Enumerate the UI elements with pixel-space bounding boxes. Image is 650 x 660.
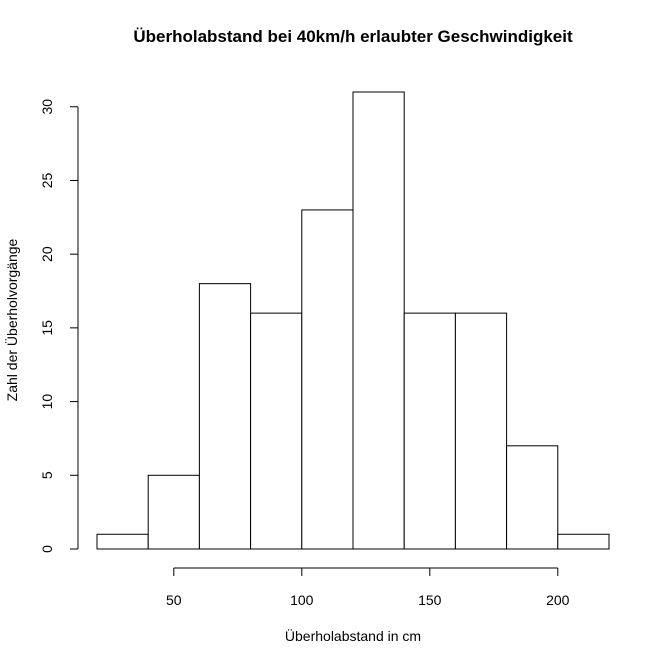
histogram-bar-0 xyxy=(96,533,149,550)
y-axis-label: Zahl der Überholvorgänge xyxy=(3,238,20,401)
histogram-bar-2 xyxy=(198,283,252,550)
x-axis: 50 100 150 200 xyxy=(166,567,570,608)
y-tick-label: 5 xyxy=(39,471,55,479)
histogram-bar-9 xyxy=(557,533,610,550)
y-axis: 0 5 10 15 20 25 30 xyxy=(39,99,79,553)
y-tick-label: 0 xyxy=(39,545,55,553)
y-tick-label: 20 xyxy=(39,246,55,262)
histogram-bar-1 xyxy=(147,474,200,550)
y-tick-label: 25 xyxy=(39,172,55,188)
x-tick-label: 200 xyxy=(546,592,570,608)
histogram-bar-6 xyxy=(403,312,456,550)
x-tick-label: 150 xyxy=(418,592,442,608)
x-tick-label: 100 xyxy=(290,592,314,608)
y-tick-label: 10 xyxy=(39,394,55,410)
bars-group xyxy=(96,91,610,550)
histogram-bar-7 xyxy=(454,312,508,550)
chart-title: Überholabstand bei 40km/h erlaubter Gesc… xyxy=(133,27,573,46)
y-tick-label: 15 xyxy=(39,320,55,336)
histogram-bar-5 xyxy=(352,91,405,550)
histogram-bar-4 xyxy=(301,209,354,550)
y-tick-label: 30 xyxy=(39,99,55,115)
histogram-bar-8 xyxy=(506,445,559,550)
x-tick-label: 50 xyxy=(166,592,182,608)
x-axis-label: Überholabstand in cm xyxy=(285,627,421,644)
histogram-bar-3 xyxy=(250,312,303,550)
